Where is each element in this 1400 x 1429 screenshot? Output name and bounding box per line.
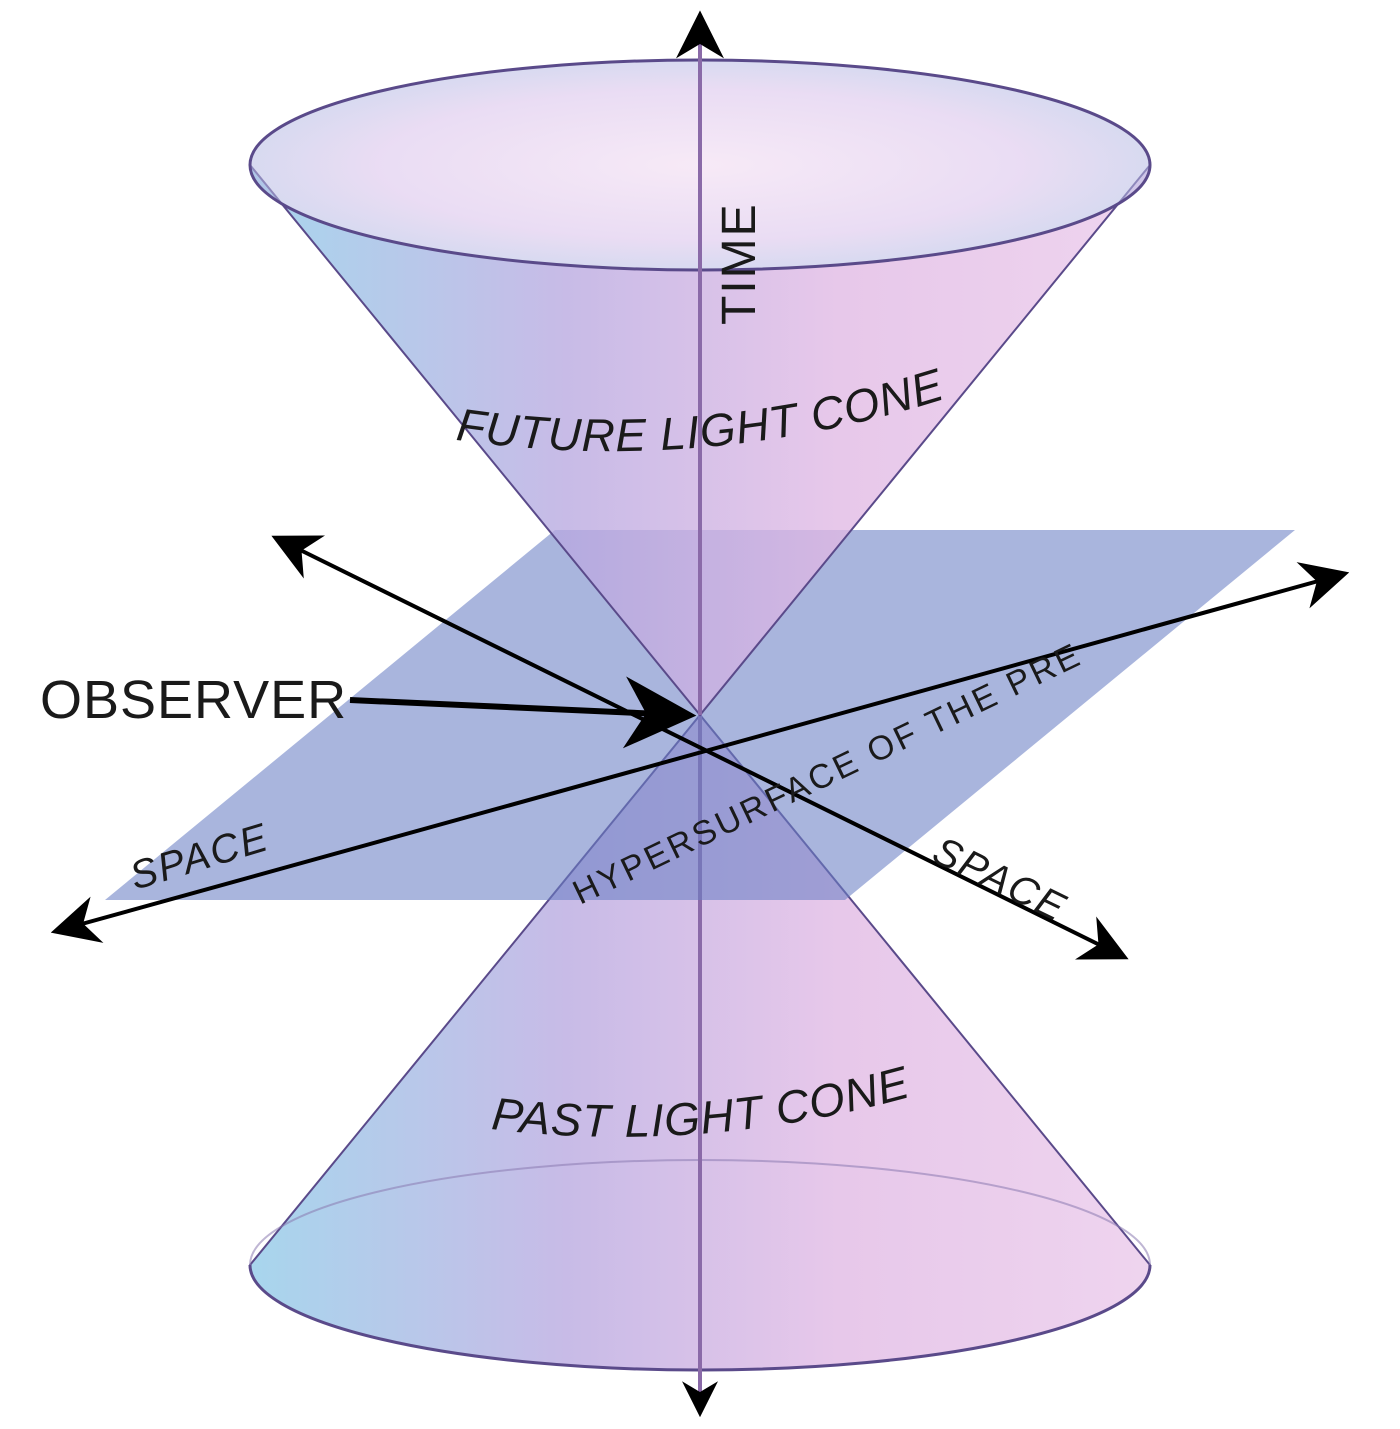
time-axis-label: TIME [713, 202, 766, 325]
space-label-right: SPACE [926, 829, 1073, 931]
light-cone-diagram: TIME FUTURE LIGHT CONE PAST LIGHT CONE O… [0, 0, 1400, 1429]
observer-label: OBSERVER [40, 670, 347, 730]
